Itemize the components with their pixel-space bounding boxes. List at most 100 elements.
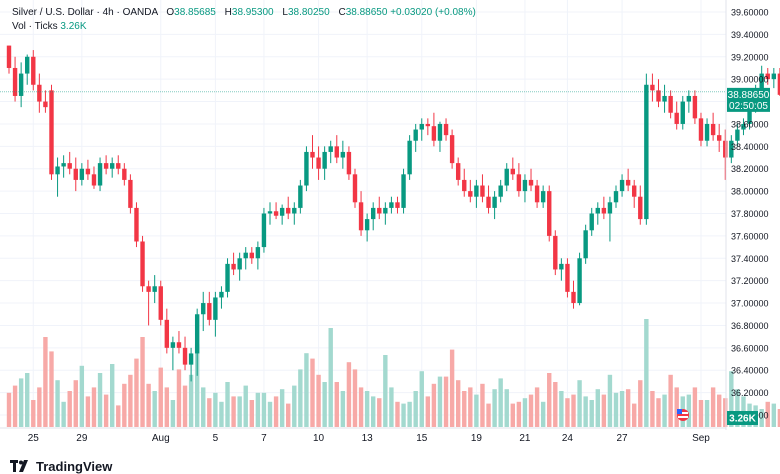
candle-body <box>565 263 570 292</box>
time-axis[interactable]: 25 29 Aug 5 7 10 13 15 19 21 24 27 Sep <box>28 433 711 444</box>
candle <box>377 196 382 220</box>
candle-body <box>352 174 358 203</box>
candle <box>79 163 85 186</box>
volume-bar <box>443 376 449 427</box>
candle <box>565 258 570 298</box>
candle-body <box>613 191 619 203</box>
volume-bar <box>122 383 127 427</box>
candle <box>6 45 12 74</box>
candle <box>577 252 582 306</box>
candle <box>559 258 564 281</box>
volume-bar <box>292 385 297 427</box>
volume-bar <box>486 403 491 427</box>
candle-body <box>547 191 552 236</box>
candle-body <box>255 247 261 259</box>
candle <box>43 90 48 113</box>
candle-body <box>292 207 297 214</box>
candle-body <box>18 73 24 96</box>
volume-bar <box>158 367 163 427</box>
volume-bar <box>25 373 30 427</box>
candle-body <box>273 211 279 216</box>
volume-bar <box>201 387 206 427</box>
candle <box>462 168 467 197</box>
volume-bar <box>128 374 133 427</box>
candle-body <box>741 123 746 130</box>
candle <box>316 146 321 180</box>
candle-body <box>771 73 777 80</box>
volume-bar <box>498 378 503 427</box>
volume-bar <box>61 401 66 427</box>
candle <box>656 79 661 108</box>
candle-body <box>389 202 394 208</box>
price-axis[interactable]: 36.0000036.2000036.4000036.6000036.80000… <box>731 8 769 421</box>
volume-bar <box>644 319 649 427</box>
candle-body <box>37 84 42 102</box>
bar-countdown: 02:50:05 <box>729 101 768 112</box>
candle-body <box>401 174 406 208</box>
candle <box>273 202 279 220</box>
candle-body <box>340 151 346 158</box>
candle-body <box>723 140 728 158</box>
candle-body <box>286 207 291 214</box>
volume-bar <box>152 391 157 427</box>
volume-bar <box>340 391 346 427</box>
volume-bar <box>6 392 12 427</box>
volume-bar <box>613 392 619 427</box>
candle <box>25 54 30 85</box>
candle <box>12 56 18 102</box>
flag-icon[interactable] <box>677 409 689 421</box>
candle <box>486 185 491 214</box>
candle-body <box>73 168 78 180</box>
candle <box>632 179 637 208</box>
candle-body <box>371 207 376 220</box>
symbol-title[interactable]: Silver / U.S. Dollar · 4h · OANDA <box>12 7 158 18</box>
candle <box>480 174 485 203</box>
volume-bar <box>492 389 497 427</box>
candle-body <box>486 196 491 208</box>
volume-bar <box>18 378 24 427</box>
volume-bar <box>261 392 267 427</box>
candle <box>498 179 503 203</box>
volume-bar <box>625 389 631 427</box>
volume-label[interactable]: Vol · Ticks <box>12 21 58 32</box>
candle-body <box>443 123 449 136</box>
candle <box>650 73 655 102</box>
candle-body <box>364 219 370 231</box>
candle <box>528 168 534 192</box>
candle <box>279 204 285 225</box>
price-tick-label: 38.40000 <box>731 142 769 152</box>
volume-bar <box>462 391 467 427</box>
time-tick-label: 7 <box>261 433 267 444</box>
volume-tag: 3.26K <box>727 411 758 425</box>
candle <box>140 235 145 292</box>
candle <box>201 291 206 332</box>
candle <box>304 146 309 192</box>
candle <box>261 207 267 253</box>
volume-bar <box>67 391 72 427</box>
price-tick-label: 38.20000 <box>731 164 769 174</box>
candle-body <box>425 123 431 127</box>
volume-bar <box>425 396 431 427</box>
candle-body <box>383 207 388 214</box>
volume-bar <box>589 400 594 427</box>
price-tick-label: 36.80000 <box>731 321 769 331</box>
volume-bar <box>468 387 473 427</box>
candle <box>644 73 649 225</box>
candle <box>37 73 42 113</box>
candle <box>589 207 594 236</box>
brand-logo[interactable]: TradingView <box>10 459 112 474</box>
close-label: C <box>338 7 346 18</box>
volume-bar <box>322 382 327 427</box>
candle <box>219 286 224 309</box>
candle <box>134 202 139 248</box>
candle-body <box>146 286 151 292</box>
price-tick-label: 36.20000 <box>731 388 769 398</box>
candle <box>674 101 679 130</box>
price-tick-label: 38.60000 <box>731 119 769 129</box>
volume-bar <box>304 353 309 427</box>
candle-body <box>176 342 182 348</box>
volume-bar <box>723 398 728 427</box>
candle <box>286 196 291 220</box>
price-tick-label: 36.60000 <box>731 343 769 353</box>
